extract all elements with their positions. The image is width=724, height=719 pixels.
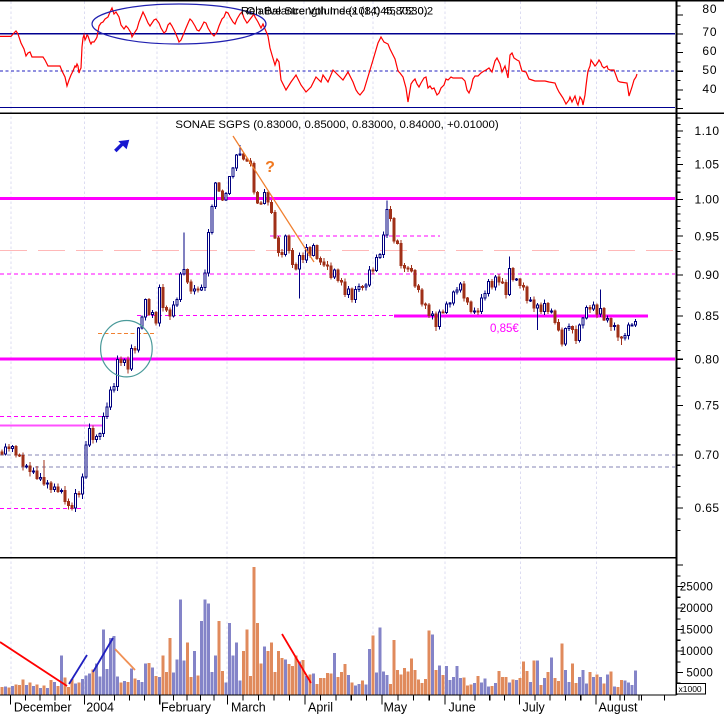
svg-text:80: 80	[702, 2, 717, 16]
svg-text:2004: 2004	[86, 701, 114, 715]
svg-text:40: 40	[702, 82, 717, 96]
svg-text:15000: 15000	[680, 624, 713, 637]
svg-text:February: February	[161, 701, 212, 715]
svg-text:On Balance Volume (108,045,802: On Balance Volume (108,045,802.0)	[247, 6, 428, 18]
svg-text:SONAE SGPS (0.83000, 0.85000,: SONAE SGPS (0.83000, 0.85000, 0.83000, 0…	[175, 119, 498, 131]
svg-text:1.00: 1.00	[695, 192, 720, 206]
svg-text:June: June	[449, 701, 476, 715]
svg-text:5000: 5000	[686, 667, 713, 680]
svg-text:x1000: x1000	[679, 684, 702, 694]
svg-text:0.65: 0.65	[695, 501, 720, 515]
svg-text:50: 50	[702, 63, 717, 77]
svg-text:0,85€: 0,85€	[490, 323, 519, 335]
svg-text:August: August	[599, 701, 638, 715]
svg-text:0.85: 0.85	[695, 309, 720, 323]
svg-text:December: December	[14, 701, 72, 715]
svg-text:0.75: 0.75	[695, 399, 720, 413]
svg-text:0.95: 0.95	[695, 229, 720, 243]
svg-text:0.90: 0.90	[695, 268, 720, 282]
svg-text:0.80: 0.80	[695, 352, 720, 366]
svg-text:Relative Strength Index (14) 4: Relative Strength Index (14) 45.7530.2	[241, 6, 433, 18]
svg-text:April: April	[308, 701, 333, 715]
svg-text:20000: 20000	[680, 602, 713, 615]
svg-text:July: July	[523, 701, 546, 715]
svg-text:May: May	[384, 701, 408, 715]
svg-text:60: 60	[702, 44, 717, 58]
svg-text:25000: 25000	[680, 581, 713, 594]
svg-text:10000: 10000	[680, 645, 713, 658]
svg-text:1.10: 1.10	[695, 124, 720, 138]
svg-text:0.70: 0.70	[695, 448, 720, 462]
svg-text:70: 70	[702, 25, 717, 39]
svg-text:?: ?	[265, 159, 275, 176]
svg-text:1.05: 1.05	[695, 158, 720, 172]
svg-text:March: March	[231, 701, 266, 715]
